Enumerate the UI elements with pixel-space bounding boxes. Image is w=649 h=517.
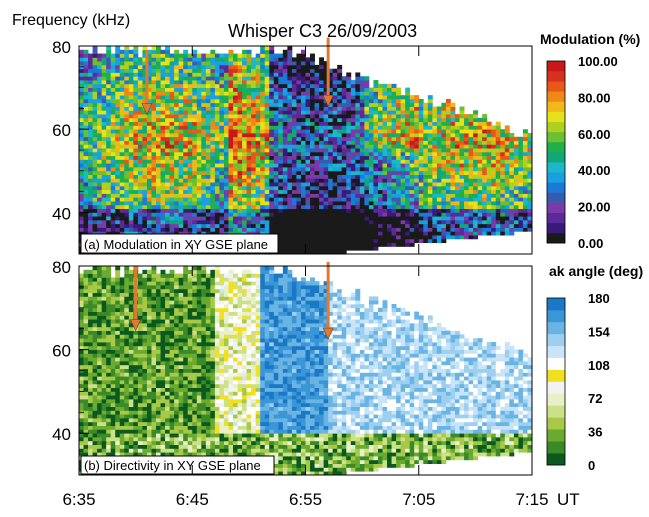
- annotation-arrow-head: [141, 103, 153, 116]
- colorbar-tick-label: 40.00: [578, 163, 611, 178]
- colorbar-swatch: [547, 172, 565, 183]
- figure-title: Whisper C3 26/09/2003: [228, 21, 417, 41]
- colorbar-swatch: [547, 405, 565, 418]
- colorbar-swatch: [547, 453, 565, 466]
- colorbar-tick-label: 0: [588, 458, 595, 473]
- colorbar-swatch: [547, 111, 565, 122]
- colorbar-tick-label: 180: [588, 291, 610, 306]
- panel-b-heatmap: [79, 266, 532, 475]
- colorbar-swatch: [547, 212, 565, 224]
- colorbar-swatch: [547, 357, 565, 370]
- panel-a-label: (a) Modulation in XY GSE plane: [84, 237, 268, 252]
- colorbar-swatch: [547, 333, 565, 347]
- colorbar-swatch: [547, 321, 565, 335]
- colorbar-swatch: [547, 152, 565, 163]
- y-tick-label-40: 40: [52, 425, 71, 444]
- colorbar-tick-label: 60.00: [578, 127, 611, 142]
- x-tick-label-7:15: 7:15: [515, 490, 548, 509]
- panel-b-label: (b) Directivity in XY GSE plane: [84, 458, 261, 473]
- colorbar-a: 100.00 80.00 60.00 40.00 20.00 0.00: [546, 54, 618, 251]
- x-axis-unit: UT: [557, 490, 580, 509]
- annotation-arrow-head: [322, 327, 334, 340]
- colorbar-swatch: [547, 309, 565, 323]
- annotation-arrow-head: [322, 94, 334, 107]
- y-axis-title: Frequency (kHz): [12, 12, 130, 29]
- colorbar-tick-label: 108: [588, 358, 610, 373]
- panel-a-label-box: (a) Modulation in XY GSE plane: [80, 233, 279, 254]
- colorbar-swatch: [547, 441, 565, 454]
- x-tick-label-6:55: 6:55: [289, 490, 322, 509]
- colorbar-tick-label: 20.00: [578, 200, 611, 215]
- y-tick-label-60: 60: [52, 342, 71, 361]
- panel-b-arrows: [130, 261, 334, 340]
- colorbar-swatch: [547, 393, 565, 406]
- x-tick-label-6:35: 6:35: [62, 490, 95, 509]
- panel-b: 40 60 80 (b) Directivity in XY GSE plane a…: [52, 258, 643, 476]
- panel-b-label-box: (b) Directivity in XY GSE plane: [80, 455, 275, 475]
- colorbar-swatch: [547, 298, 565, 311]
- colorbar-swatch: [547, 141, 565, 153]
- colorbar-swatch: [547, 381, 565, 394]
- colorbar-swatch: [547, 182, 565, 193]
- colorbar-tick-label: 100.00: [578, 54, 618, 69]
- colorbar-swatch: [547, 369, 565, 382]
- colorbar-swatch: [547, 81, 565, 92]
- panel-a: 40 60 80 (a) Modulation in XY GSE plane Mo…: [52, 31, 640, 255]
- colorbar-swatch: [547, 121, 565, 133]
- y-tick-label-60: 60: [52, 121, 71, 140]
- panel-a-arrows: [141, 37, 334, 116]
- colorbar-swatch: [547, 101, 565, 112]
- panel-a-y-axis: 40 60 80: [52, 38, 89, 255]
- x-axis: 6:35 6:45 6:55 7:05 7:15: [62, 46, 549, 509]
- y-tick-label-40: 40: [52, 204, 71, 223]
- colorbar-tick-label: 0.00: [578, 236, 603, 251]
- y-tick-label-80: 80: [52, 258, 71, 277]
- colorbar-tick-label: 154: [588, 324, 610, 339]
- colorbar-b: 180 154 108 72 36 0: [546, 291, 610, 473]
- panel-b-y-axis: 40 60 80: [52, 258, 89, 476]
- y-tick-label-80: 80: [52, 38, 71, 57]
- colorbar-tick-label: 72: [588, 391, 602, 406]
- colorbar-swatch: [547, 61, 565, 72]
- colorbar-b-title: ak angle (deg): [549, 263, 643, 279]
- colorbar-swatch: [547, 232, 565, 244]
- annotation-arrow-head: [130, 319, 142, 332]
- colorbar-swatch: [547, 162, 565, 173]
- colorbar-a-title: Modulation (%): [540, 31, 640, 47]
- x-tick-label-7:05: 7:05: [402, 490, 435, 509]
- colorbar-swatch: [547, 345, 565, 358]
- colorbar-tick-label: 36: [588, 425, 602, 440]
- colorbar-tick-label: 80.00: [578, 90, 611, 105]
- colorbar-swatch: [547, 429, 565, 442]
- colorbar-swatch: [547, 71, 565, 82]
- colorbar-swatch: [547, 91, 565, 102]
- colorbar-swatch: [547, 202, 565, 213]
- colorbar-swatch: [547, 192, 565, 203]
- colorbar-swatch: [547, 417, 565, 430]
- colorbar-swatch: [547, 222, 565, 234]
- colorbar-swatch: [547, 131, 565, 143]
- x-tick-label-6:45: 6:45: [176, 490, 209, 509]
